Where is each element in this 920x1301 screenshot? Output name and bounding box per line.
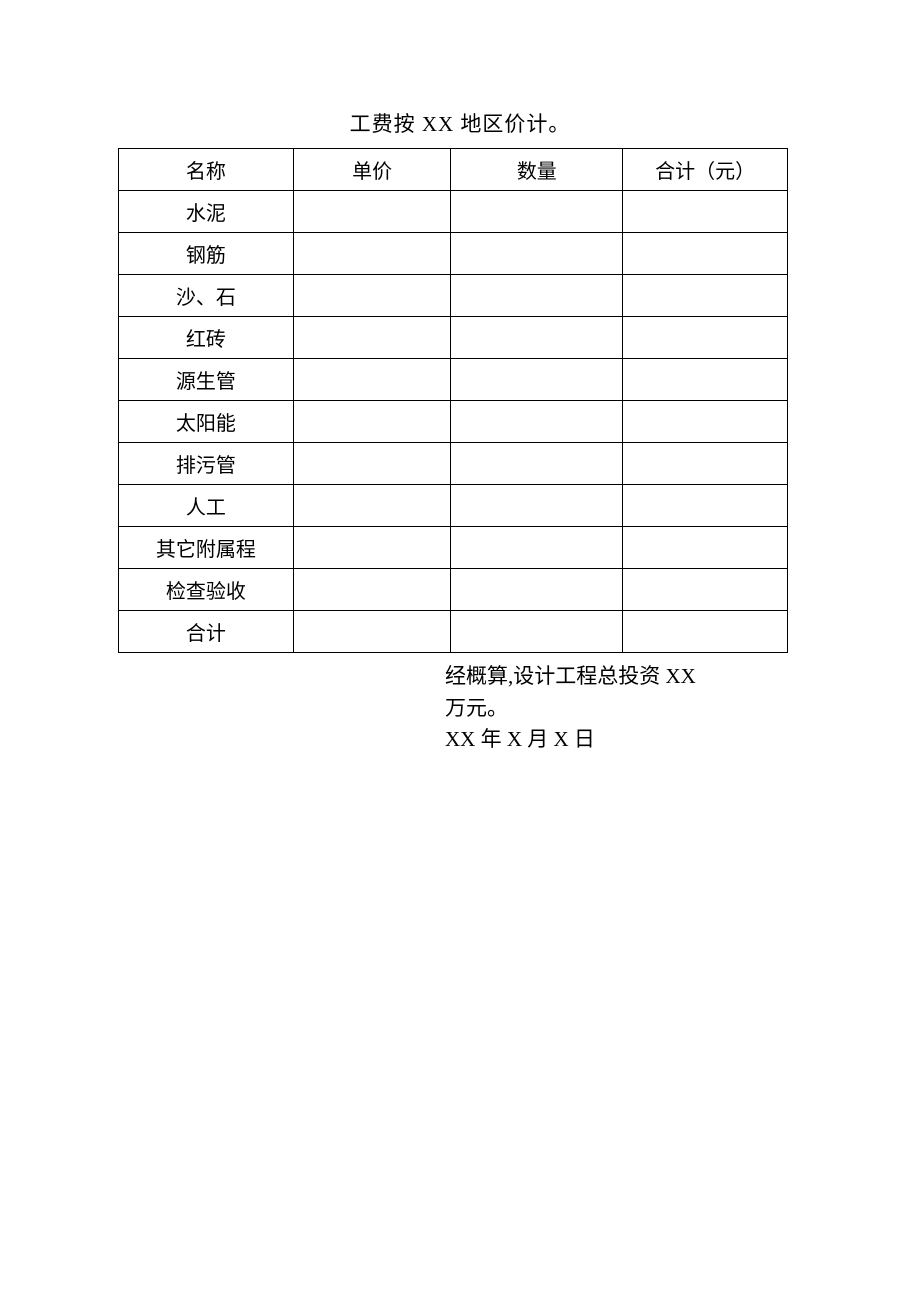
cell-qty bbox=[451, 569, 623, 611]
page-title: 工费按 XX 地区价计。 bbox=[0, 108, 920, 138]
footer-block: 经概算,设计工程总投资 XX 万元。 XX 年 X 月 X 日 bbox=[445, 661, 785, 756]
cell-qty bbox=[451, 611, 623, 653]
table-row: 水泥 bbox=[119, 191, 788, 233]
cell-name: 源生管 bbox=[119, 359, 294, 401]
footer-date: XX 年 X 月 X 日 bbox=[445, 724, 785, 756]
cell-name: 太阳能 bbox=[119, 401, 294, 443]
header-name: 名称 bbox=[119, 149, 294, 191]
table-row: 源生管 bbox=[119, 359, 788, 401]
cell-price bbox=[293, 275, 451, 317]
cell-total bbox=[623, 611, 788, 653]
cell-name: 水泥 bbox=[119, 191, 294, 233]
cell-qty bbox=[451, 233, 623, 275]
cell-total bbox=[623, 359, 788, 401]
cell-qty bbox=[451, 359, 623, 401]
table-row: 合计 bbox=[119, 611, 788, 653]
table-row: 钢筋 bbox=[119, 233, 788, 275]
cell-name: 排污管 bbox=[119, 443, 294, 485]
cell-qty bbox=[451, 317, 623, 359]
cell-name: 检查验收 bbox=[119, 569, 294, 611]
cell-total bbox=[623, 275, 788, 317]
cell-name: 钢筋 bbox=[119, 233, 294, 275]
cell-total bbox=[623, 401, 788, 443]
table-row: 排污管 bbox=[119, 443, 788, 485]
cell-name: 合计 bbox=[119, 611, 294, 653]
header-unit-price: 单价 bbox=[293, 149, 451, 191]
header-total: 合计（元） bbox=[623, 149, 788, 191]
cell-price bbox=[293, 401, 451, 443]
footer-summary-line2: 万元。 bbox=[445, 693, 785, 725]
cell-name: 红砖 bbox=[119, 317, 294, 359]
cell-total bbox=[623, 527, 788, 569]
cell-price bbox=[293, 569, 451, 611]
footer-summary-line1: 经概算,设计工程总投资 XX bbox=[445, 661, 785, 693]
cell-price bbox=[293, 191, 451, 233]
cell-price bbox=[293, 443, 451, 485]
table-row: 太阳能 bbox=[119, 401, 788, 443]
table-row: 其它附属程 bbox=[119, 527, 788, 569]
cost-table: 名称 单价 数量 合计（元） 水泥 钢筋 沙、石 红砖 bbox=[118, 148, 788, 653]
cell-price bbox=[293, 359, 451, 401]
table-row: 红砖 bbox=[119, 317, 788, 359]
table-row: 人工 bbox=[119, 485, 788, 527]
cell-qty bbox=[451, 275, 623, 317]
table-row: 检查验收 bbox=[119, 569, 788, 611]
cell-total bbox=[623, 485, 788, 527]
cell-price bbox=[293, 233, 451, 275]
cell-total bbox=[623, 569, 788, 611]
cell-qty bbox=[451, 401, 623, 443]
cell-price bbox=[293, 527, 451, 569]
cell-price bbox=[293, 611, 451, 653]
cell-price bbox=[293, 485, 451, 527]
cell-total bbox=[623, 317, 788, 359]
table-row: 沙、石 bbox=[119, 275, 788, 317]
header-quantity: 数量 bbox=[451, 149, 623, 191]
cell-price bbox=[293, 317, 451, 359]
cell-qty bbox=[451, 443, 623, 485]
cell-name: 人工 bbox=[119, 485, 294, 527]
cell-qty bbox=[451, 485, 623, 527]
cell-total bbox=[623, 443, 788, 485]
cell-qty bbox=[451, 191, 623, 233]
cell-total bbox=[623, 191, 788, 233]
cell-name: 沙、石 bbox=[119, 275, 294, 317]
cell-qty bbox=[451, 527, 623, 569]
cell-total bbox=[623, 233, 788, 275]
table-header-row: 名称 单价 数量 合计（元） bbox=[119, 149, 788, 191]
cell-name: 其它附属程 bbox=[119, 527, 294, 569]
